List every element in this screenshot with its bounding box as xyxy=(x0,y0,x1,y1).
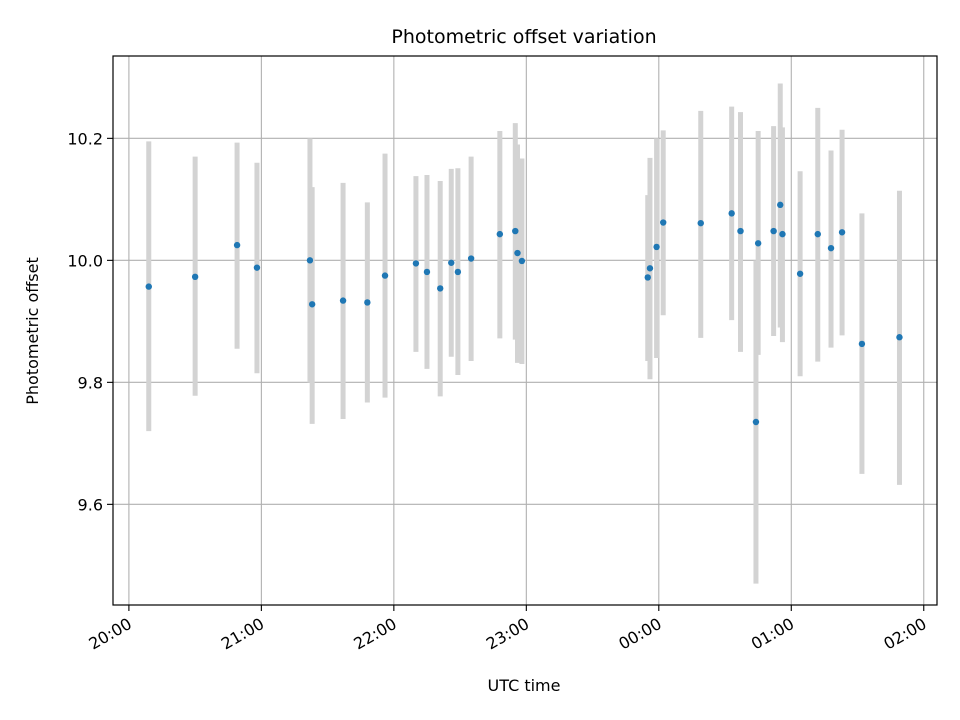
data-point xyxy=(646,265,654,272)
data-point xyxy=(253,264,261,271)
data-point xyxy=(423,268,431,276)
x-axis-label: UTC time xyxy=(488,676,561,695)
data-point xyxy=(814,230,821,238)
data-point xyxy=(770,227,777,235)
data-point xyxy=(381,272,389,279)
data-point xyxy=(514,249,521,257)
data-point xyxy=(754,240,762,247)
data-point xyxy=(752,418,760,426)
data-point xyxy=(448,259,455,266)
data-point xyxy=(339,297,347,304)
y-tick-label: 9.8 xyxy=(78,373,103,392)
data-point xyxy=(777,201,784,209)
data-point xyxy=(827,244,835,252)
data-point xyxy=(660,219,667,226)
data-point xyxy=(737,227,744,235)
data-points xyxy=(145,201,903,426)
chart-title: Photometric offset variation xyxy=(391,26,656,48)
data-point xyxy=(496,230,504,238)
data-point xyxy=(467,255,475,262)
data-point xyxy=(838,229,846,236)
data-point xyxy=(896,334,903,341)
y-axis-ticks: 9.6 9.8 10.0 10.2 xyxy=(67,129,113,514)
data-point xyxy=(779,230,786,238)
y-axis-label: Photometric offset xyxy=(23,257,42,405)
data-point xyxy=(728,210,735,217)
data-point xyxy=(308,301,316,308)
data-point xyxy=(364,299,371,306)
data-point xyxy=(412,260,420,267)
data-point xyxy=(306,257,314,264)
data-point xyxy=(454,268,462,276)
data-point xyxy=(858,340,866,348)
data-point xyxy=(644,274,651,281)
y-tick-label: 9.6 xyxy=(78,495,103,514)
y-tick-label: 10.0 xyxy=(67,251,103,270)
data-point xyxy=(145,283,152,290)
data-point xyxy=(437,285,444,292)
data-point xyxy=(512,227,519,235)
y-tick-label: 10.2 xyxy=(67,129,103,148)
data-point xyxy=(233,241,241,249)
data-point xyxy=(191,273,199,281)
data-point xyxy=(796,270,804,277)
data-point xyxy=(518,257,526,265)
data-point xyxy=(653,243,660,251)
plot-frame xyxy=(112,55,938,606)
data-point xyxy=(697,219,704,227)
